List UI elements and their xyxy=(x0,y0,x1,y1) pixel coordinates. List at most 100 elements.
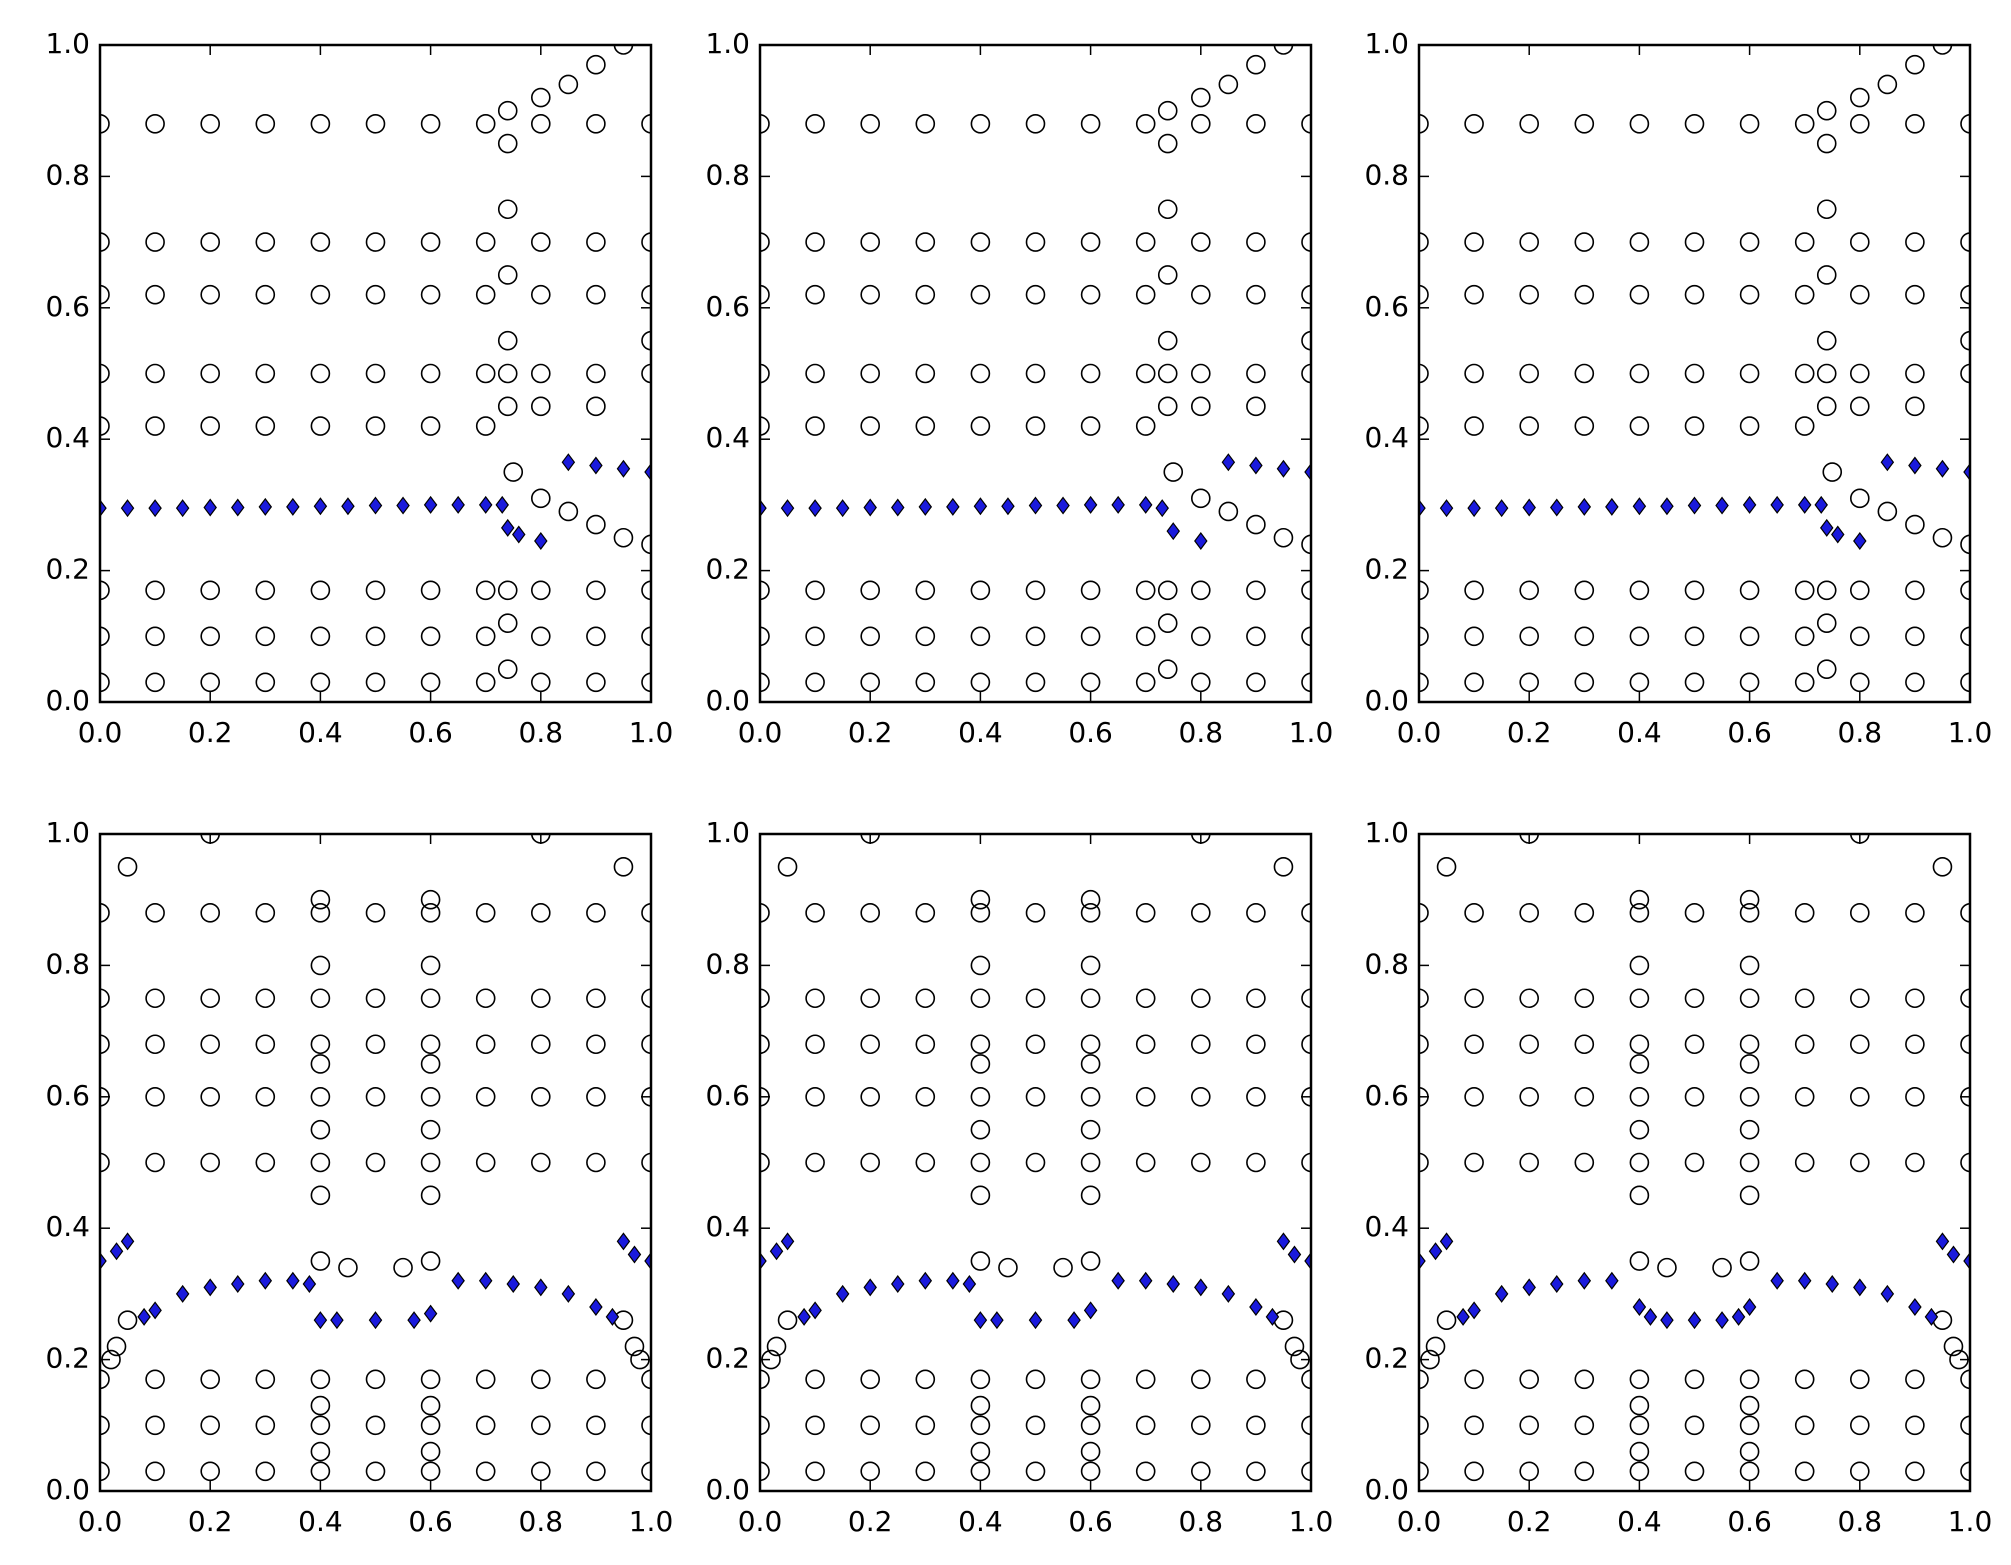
circle-point xyxy=(1025,1034,1046,1055)
circle-point xyxy=(145,1034,165,1055)
circle-point xyxy=(860,1152,881,1173)
circle-point xyxy=(1794,988,1815,1009)
circle-point xyxy=(1794,1152,1815,1173)
circle-point xyxy=(1464,1369,1484,1390)
circle-point xyxy=(760,626,770,647)
circle-point xyxy=(1246,1461,1266,1482)
circle-point xyxy=(1816,659,1837,679)
circle-point xyxy=(1739,1461,1760,1482)
circle-point xyxy=(1816,133,1837,154)
circle-point xyxy=(475,1087,496,1107)
diamond-point xyxy=(1138,495,1153,514)
circle-point xyxy=(805,580,825,601)
circle-point xyxy=(970,114,991,134)
y-tick-label: 0.0 xyxy=(45,1473,90,1506)
circle-point xyxy=(1191,488,1211,509)
circle-point xyxy=(1080,1461,1101,1482)
x-tick-label: 0.6 xyxy=(1727,716,1772,749)
circle-point xyxy=(613,527,634,548)
circle-point xyxy=(1135,1034,1156,1055)
circle-point xyxy=(530,1034,551,1055)
diamond-point xyxy=(1660,1311,1674,1330)
circle-point xyxy=(1850,1034,1870,1055)
circle-point xyxy=(1684,363,1705,384)
diamond-point xyxy=(1494,1284,1509,1303)
circle-point xyxy=(310,1119,331,1140)
circle-point xyxy=(420,232,441,252)
circle-point xyxy=(1629,626,1650,647)
diamond-point xyxy=(1439,499,1454,518)
subplot: 0.0 0.2 0.4 0.6 0.8 1.0 0.0 0.2 0.4 0.6 0.8 1.0 xyxy=(45,27,673,749)
circle-point xyxy=(1574,1152,1595,1173)
circle-point xyxy=(613,1310,634,1330)
circle-point xyxy=(1135,114,1156,134)
circle-point xyxy=(586,54,606,75)
circle-point xyxy=(1684,1152,1705,1173)
diamond-point xyxy=(1249,1298,1263,1317)
circle-point xyxy=(1905,114,1925,134)
x-tick-label: 0.6 xyxy=(408,716,453,749)
plot-area xyxy=(1419,834,1970,1482)
circle-point xyxy=(1739,1152,1760,1173)
circle-point xyxy=(860,284,881,305)
circle-point xyxy=(1191,672,1211,693)
y-tick-label: 0.2 xyxy=(705,553,750,586)
circle-point xyxy=(1246,1369,1266,1390)
y-tick-label: 0.8 xyxy=(1364,158,1409,191)
circle-point xyxy=(255,672,276,693)
circle-point xyxy=(420,889,441,910)
circle-point xyxy=(1464,672,1484,693)
x-tick-label: 0.8 xyxy=(1838,716,1883,749)
circle-point xyxy=(1419,232,1429,252)
circle-point xyxy=(1905,1034,1925,1055)
circle-point xyxy=(475,988,496,1009)
diamond-point xyxy=(1265,1307,1280,1326)
circle-point xyxy=(860,1415,881,1436)
x-tick-label: 0.8 xyxy=(1179,716,1224,749)
circle-point xyxy=(1850,363,1870,384)
diamond-point xyxy=(1287,1245,1302,1264)
diamond-point xyxy=(1467,499,1481,518)
circle-point xyxy=(1629,284,1650,305)
circle-point xyxy=(255,1152,276,1173)
circle-point xyxy=(1464,903,1484,923)
circle-point xyxy=(530,87,551,108)
circle-point xyxy=(255,1087,276,1107)
circle-point xyxy=(420,1152,441,1173)
circle-point xyxy=(530,1152,551,1173)
circle-point xyxy=(1157,396,1178,417)
diamond-point xyxy=(286,497,300,516)
diamond-point xyxy=(616,459,631,478)
circle-point xyxy=(805,416,825,436)
circle-point xyxy=(1943,1336,1964,1357)
circle-point xyxy=(586,232,606,252)
circle-point xyxy=(1080,1152,1101,1173)
circle-point xyxy=(1025,232,1046,252)
circle-point xyxy=(365,1152,386,1173)
circle-point xyxy=(1932,857,1953,877)
circle-point xyxy=(1135,672,1156,693)
circle-point xyxy=(760,232,770,252)
circle-point xyxy=(860,903,881,923)
circle-point xyxy=(497,330,518,351)
circle-point xyxy=(1905,396,1925,417)
circle-point xyxy=(1191,988,1211,1009)
circle-point xyxy=(805,1415,825,1436)
y-tick-label: 0.2 xyxy=(45,1342,90,1375)
diamond-point xyxy=(1155,499,1169,518)
circle-point xyxy=(641,330,651,351)
circle-point xyxy=(1905,363,1925,384)
diamond-point xyxy=(302,1275,317,1294)
circle-point xyxy=(106,1336,127,1357)
circle-point xyxy=(586,626,606,647)
circle-point xyxy=(641,114,651,134)
diamond-point xyxy=(1687,1311,1702,1330)
circle-point xyxy=(1629,363,1650,384)
circle-point xyxy=(805,1152,825,1173)
circle-point xyxy=(1519,1087,1539,1107)
circle-point xyxy=(145,416,165,436)
circle-point xyxy=(1629,1395,1650,1416)
circle-point xyxy=(1301,626,1311,647)
circle-point xyxy=(1574,363,1595,384)
circle-point xyxy=(805,232,825,252)
